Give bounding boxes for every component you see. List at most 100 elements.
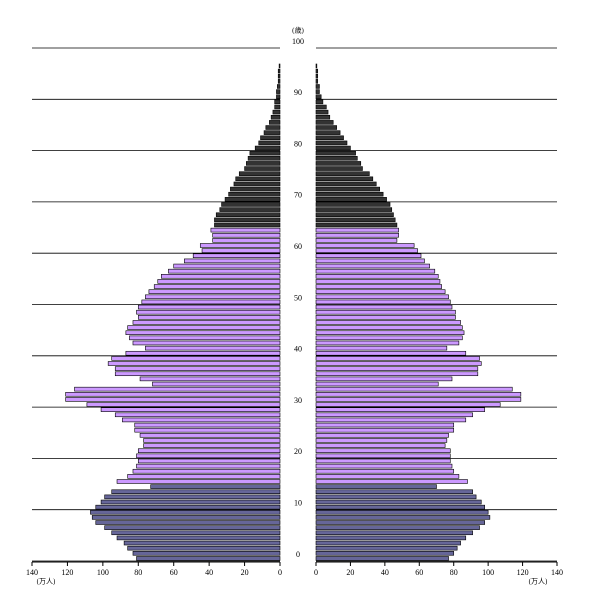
bar: [315, 381, 439, 387]
bar: [134, 427, 281, 433]
bar: [247, 156, 281, 161]
bar: [315, 361, 482, 366]
bar: [265, 125, 281, 130]
bar: [315, 422, 455, 428]
y-tick-label: 10: [294, 499, 302, 508]
bar: [221, 202, 281, 207]
x-tick-label: 40: [205, 568, 213, 577]
bar: [141, 299, 281, 305]
bar: [315, 140, 348, 146]
bar: [315, 109, 329, 115]
bar: [125, 330, 281, 335]
x2-tick-label: 0: [314, 568, 318, 577]
bar: [315, 227, 399, 233]
bar: [210, 227, 281, 233]
bar: [315, 438, 448, 443]
bar: [111, 489, 281, 495]
bar: [315, 94, 322, 99]
y-tick-label: 100: [292, 37, 304, 46]
bar: [276, 89, 281, 94]
bar: [315, 489, 473, 495]
bar: [315, 315, 456, 320]
x2-tick-label: 80: [450, 568, 458, 577]
bar: [132, 468, 281, 474]
bar: [315, 525, 480, 530]
y-unit: (歳): [292, 26, 304, 35]
bar: [161, 274, 281, 279]
bar: [315, 499, 482, 505]
bar: [114, 412, 281, 418]
bar: [315, 474, 460, 479]
bar: [315, 79, 319, 84]
bar: [315, 99, 324, 105]
bar: [315, 386, 513, 392]
bar: [192, 253, 281, 259]
bar: [315, 371, 479, 377]
bar: [139, 433, 281, 438]
bar: [315, 479, 468, 484]
bar: [315, 191, 384, 197]
bar: [127, 325, 281, 330]
bar: [315, 222, 398, 228]
bar: [233, 181, 281, 187]
y-tick-label: 20: [294, 447, 302, 456]
bar: [263, 130, 281, 135]
bar: [201, 248, 281, 253]
x2-tick-label: 40: [381, 568, 389, 577]
bar: [315, 540, 461, 546]
bar: [315, 161, 362, 166]
bar: [95, 504, 281, 510]
bar: [315, 556, 449, 561]
x-tick-label: 60: [170, 568, 178, 577]
bar: [145, 345, 281, 351]
bar: [315, 458, 451, 464]
bar: [278, 63, 281, 69]
bar: [91, 515, 281, 520]
x-tick-label: 80: [134, 568, 142, 577]
bar: [315, 156, 358, 161]
bar: [132, 551, 281, 556]
bar: [315, 320, 461, 325]
bar: [315, 197, 387, 202]
bar: [260, 135, 281, 141]
bar: [315, 463, 453, 469]
bar: [199, 243, 281, 248]
bar: [315, 253, 422, 259]
bar: [254, 145, 281, 151]
bar: [315, 350, 467, 356]
bar: [127, 545, 281, 551]
bar: [315, 202, 391, 207]
bar: [134, 422, 281, 428]
bar: [219, 207, 281, 212]
bar: [150, 484, 281, 489]
y-tick-label: 50: [294, 293, 302, 302]
bar: [315, 166, 363, 171]
bar: [315, 289, 446, 294]
bar: [244, 166, 281, 171]
bar: [315, 299, 451, 305]
bar: [212, 232, 281, 238]
bar: [228, 191, 281, 197]
bar: [132, 340, 281, 346]
bar: [270, 114, 281, 120]
bar: [148, 289, 281, 294]
bar: [315, 274, 439, 279]
bar: [153, 284, 281, 289]
bar: [315, 268, 436, 274]
bar: [315, 304, 453, 310]
bar: [137, 448, 281, 453]
bar: [315, 345, 448, 351]
x2-tick-label: 60: [415, 568, 423, 577]
y-tick-label: 40: [294, 345, 302, 354]
x-tick-label: 120: [61, 568, 73, 577]
x2-tick-label: 100: [482, 568, 494, 577]
x2-tick-label: 140: [551, 568, 563, 577]
bar: [315, 104, 327, 110]
bar: [315, 279, 441, 284]
x2-tick-label: 20: [346, 568, 354, 577]
bar: [274, 104, 281, 110]
bar: [315, 212, 394, 217]
bar: [246, 161, 281, 166]
bar: [212, 238, 281, 243]
bar: [315, 309, 456, 315]
